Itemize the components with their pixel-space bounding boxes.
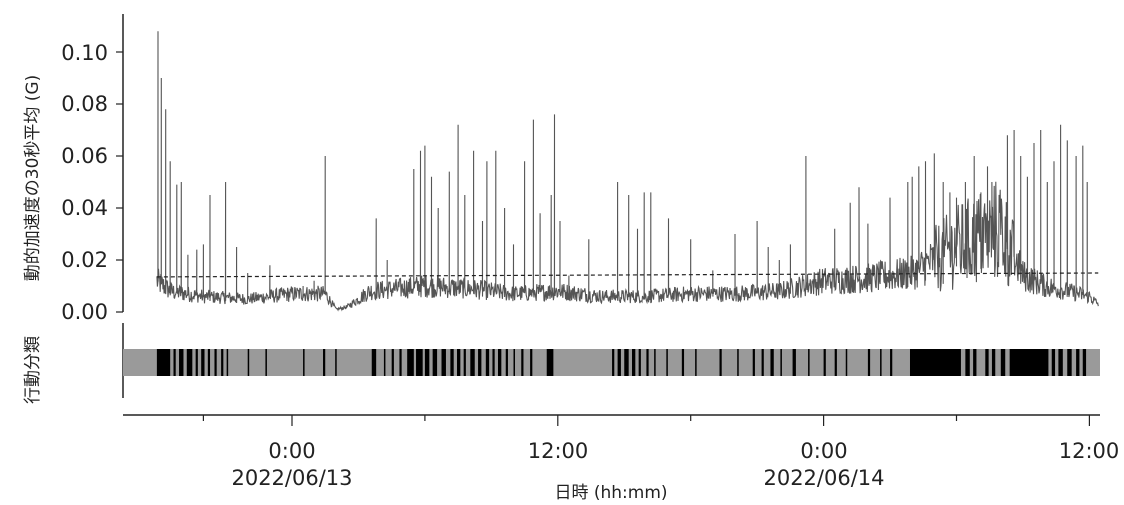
x-date-label: 2022/06/14 [763, 466, 884, 490]
active-band-segments [156, 349, 1087, 376]
active-segment [1000, 349, 1006, 376]
active-segment [845, 349, 848, 376]
active-segment [371, 349, 377, 376]
active-segment [247, 349, 250, 376]
active-segment [880, 349, 882, 376]
active-segment [463, 349, 466, 376]
x-tick-label: 0:00 [268, 439, 315, 463]
active-segment [737, 349, 739, 376]
active-segment [478, 349, 482, 376]
active-segment [991, 349, 996, 376]
active-segment [195, 349, 198, 376]
active-segment [497, 349, 502, 376]
y-tick-label: 0.10 [61, 41, 108, 65]
active-segment [323, 349, 326, 376]
active-segment [624, 349, 629, 376]
x-tick-label: 0:00 [800, 439, 847, 463]
active-segment [1058, 349, 1063, 376]
active-segment [719, 349, 722, 376]
active-segment [513, 349, 515, 376]
active-segment [521, 349, 524, 376]
active-segment [834, 349, 837, 376]
active-segment [173, 349, 176, 376]
active-segment [909, 349, 961, 376]
x-ticks [202, 415, 1091, 426]
behavior-classification-plot [122, 323, 1100, 398]
active-segment [654, 349, 656, 376]
active-segment [492, 349, 495, 376]
active-segment [470, 349, 475, 376]
y-tick-label: 0.00 [61, 300, 108, 324]
active-segment [681, 349, 685, 376]
x-date-label: 2022/06/13 [231, 466, 352, 490]
active-segment [770, 349, 774, 376]
active-segment [505, 349, 508, 376]
active-segment [179, 349, 184, 376]
active-segment [780, 349, 782, 376]
active-segment [303, 349, 305, 376]
active-segment [1076, 349, 1080, 376]
active-segment [432, 349, 438, 376]
x-tick-label: 12:00 [1059, 439, 1120, 463]
active-segment [890, 349, 893, 376]
active-segment [416, 349, 423, 376]
y-tick-label: 0.04 [61, 196, 108, 220]
active-segment [457, 349, 461, 376]
active-segment [973, 349, 977, 376]
active-segment [201, 349, 205, 376]
active-segment [391, 349, 394, 376]
active-segment [407, 349, 414, 376]
y-ticks [116, 51, 123, 313]
active-segment [265, 349, 267, 376]
x-axis-title: 日時 (hh:mm) [554, 483, 667, 503]
active-segment [546, 349, 554, 376]
active-segment [638, 349, 641, 376]
active-segment [761, 349, 764, 376]
active-segment [450, 349, 454, 376]
threshold-line [156, 272, 1099, 278]
active-segment [1082, 349, 1087, 376]
active-segment [335, 349, 337, 376]
active-segment [1067, 349, 1072, 376]
y-axis-title: 動的加速度の30秒平均 (G) [23, 75, 43, 281]
active-segment [617, 349, 621, 376]
behavior-axis-title: 行動分類 [23, 336, 43, 404]
active-segment [823, 349, 826, 376]
active-segment [221, 349, 224, 376]
acceleration-plot: 0.00 0.02 0.04 0.06 0.08 0.10 [61, 14, 1099, 324]
active-segment [226, 349, 229, 376]
active-segment [646, 349, 649, 376]
active-segment [632, 349, 636, 376]
active-segment [207, 349, 211, 376]
active-segment [424, 349, 430, 376]
active-segment [666, 349, 668, 376]
active-segment [985, 349, 989, 376]
active-segment [1051, 349, 1056, 376]
active-segment [792, 349, 796, 376]
active-segment [383, 349, 386, 376]
active-segment [612, 349, 615, 376]
active-segment [485, 349, 490, 376]
active-segment [752, 349, 755, 376]
x-axis: 0:00 12:00 0:00 12:00 2022/06/13 2022/06… [123, 414, 1120, 503]
y-tick-label: 0.02 [61, 248, 108, 272]
active-segment [808, 349, 810, 376]
y-tick-label: 0.08 [61, 92, 108, 116]
active-segment [156, 349, 171, 376]
active-segment [186, 349, 193, 376]
active-segment [965, 349, 970, 376]
active-segment [441, 349, 446, 376]
x-tick-label: 12:00 [528, 439, 589, 463]
active-segment [399, 349, 402, 376]
active-segment [530, 349, 533, 376]
active-segment [214, 349, 217, 376]
active-segment [695, 349, 697, 376]
active-segment [867, 349, 871, 376]
active-segment [1009, 349, 1049, 376]
acceleration-series-line [156, 31, 1099, 312]
y-tick-label: 0.06 [61, 144, 108, 168]
